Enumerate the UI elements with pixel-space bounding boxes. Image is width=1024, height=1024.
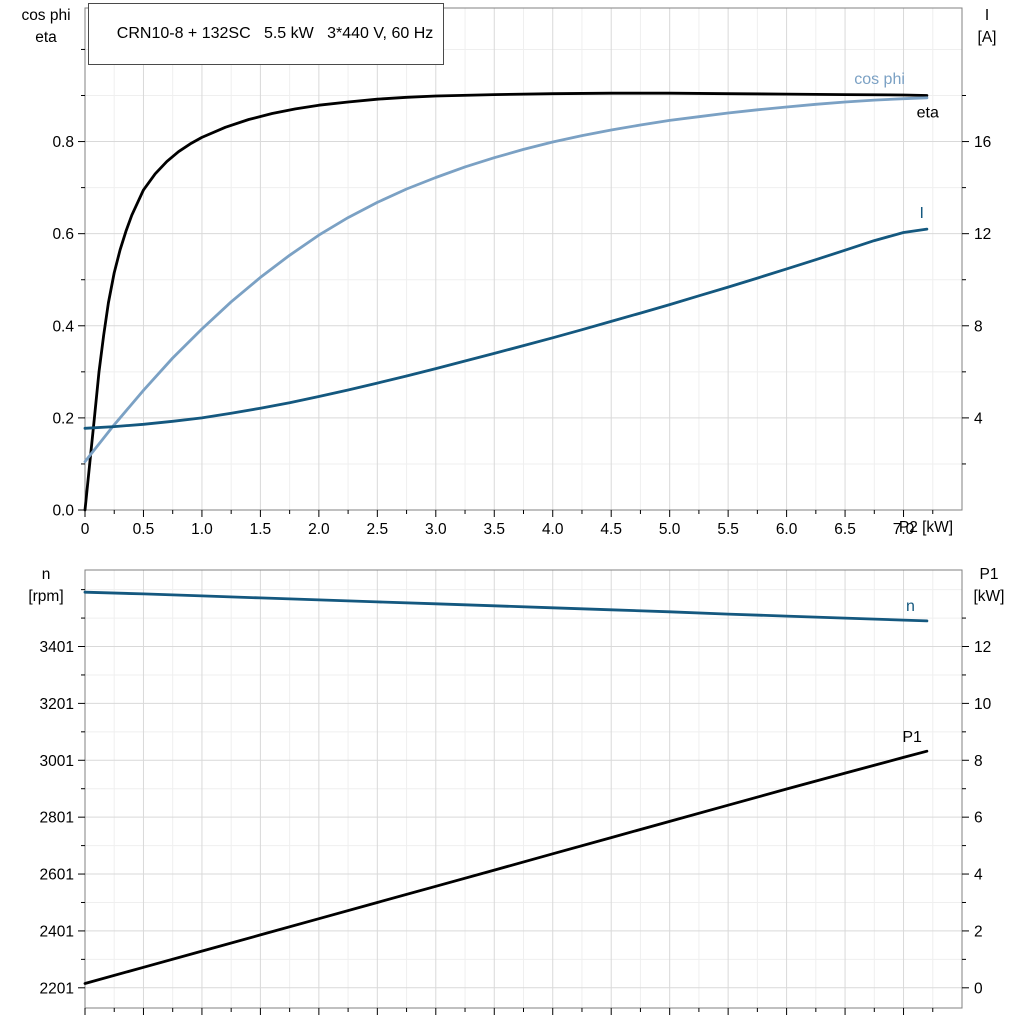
x-tick-label: 6.0 [776, 521, 798, 538]
chart-title: CRN10-8 + 132SC 5.5 kW 3*440 V, 60 Hz [116, 25, 434, 42]
right-tick-label: 4 [974, 867, 983, 884]
curve-label-P1: P1 [902, 729, 922, 746]
curve-label-I: I [919, 205, 923, 222]
bottom-left-axis-title-line1: n [41, 566, 51, 583]
left-tick-label: 3201 [40, 696, 74, 713]
left-tick-label: 0.0 [52, 503, 74, 520]
right-tick-label: 10 [974, 696, 992, 713]
x-tick-label: 3.5 [483, 521, 505, 538]
left-tick-label: 0.6 [52, 226, 74, 243]
curve-label-n: n [906, 598, 915, 615]
x-tick-label: 1.5 [250, 521, 272, 538]
x-tick-label: 3.0 [425, 521, 447, 538]
curve-P1 [83, 749, 929, 985]
x-tick-label: 4.5 [600, 521, 622, 538]
x-tick-label: 5.0 [659, 521, 681, 538]
x-tick-label: 0 [81, 521, 90, 538]
right-tick-label: 2 [974, 923, 983, 940]
curve-n [83, 590, 929, 623]
x-tick-label: 1.0 [191, 521, 213, 538]
right-tick-label: 16 [974, 134, 991, 151]
right-tick-label: 6 [974, 810, 983, 827]
curve-eta [83, 91, 929, 512]
left-tick-label: 3001 [40, 753, 74, 770]
left-tick-label: 2801 [40, 810, 74, 827]
x-tick-label: 6.5 [834, 521, 856, 538]
left-tick-label: 0.8 [52, 134, 74, 151]
curve-cos-phi [83, 96, 929, 464]
x-tick-label: 0.5 [133, 521, 155, 538]
curve-label-eta: eta [917, 105, 939, 122]
left-tick-label: 2201 [40, 980, 74, 997]
right-tick-label: 0 [974, 980, 983, 997]
bottom-right-axis-title-line1: P1 [979, 566, 999, 583]
left-tick-label: 2601 [40, 867, 74, 884]
right-tick-label: 8 [974, 318, 983, 335]
bottom-left-axis-title-line2: [rpm] [28, 588, 64, 605]
left-tick-label: 3401 [40, 639, 74, 656]
plot-motor-top: 0 0.5 1.0 1.5 2.0 2.5 3.0 3.5 4.0 4.5 5.0 5.5 6.0 6.5… [52, 7, 991, 538]
right-tick-label: 12 [974, 639, 991, 656]
bottom-right-axis-title: P1 [kW] [958, 564, 1020, 608]
top-right-axis-title: I [A] [956, 5, 1018, 49]
x-tick-label: 4.0 [542, 521, 564, 538]
right-tick-label: 8 [974, 753, 983, 770]
left-tick-label: 0.4 [52, 318, 74, 335]
curve-I [83, 227, 929, 430]
plot-motor-bottom: 2201 2401 2601 2801 3001 3201 3401 0 2 4 6 8 10 12 n P1 [40, 569, 992, 1015]
right-tick-label: 4 [974, 410, 983, 427]
top-right-axis-title-line1: I [984, 7, 990, 24]
x-axis-label: P2 [kW] [898, 519, 954, 536]
top-left-axis-title: cos phi eta [4, 5, 88, 49]
curve-label-cos-phi: cos phi [854, 71, 905, 88]
bottom-right-axis-title-line2: [kW] [973, 588, 1005, 605]
top-right-axis-title-line2: [A] [977, 29, 997, 46]
right-tick-label: 12 [974, 226, 991, 243]
bottom-left-axis-title: n [rpm] [4, 564, 88, 608]
top-left-axis-title-line2: eta [35, 29, 57, 46]
left-tick-label: 2401 [40, 923, 74, 940]
chart-title-box: CRN10-8 + 132SC 5.5 kW 3*440 V, 60 Hz [88, 3, 445, 65]
x-tick-label: 7.0 [893, 521, 915, 538]
left-tick-label: 0.2 [52, 410, 74, 427]
x-tick-label: 2.5 [367, 521, 389, 538]
x-tick-label: 2.0 [308, 521, 330, 538]
top-left-axis-title-line1: cos phi [21, 7, 71, 24]
x-tick-label: 5.5 [717, 521, 739, 538]
